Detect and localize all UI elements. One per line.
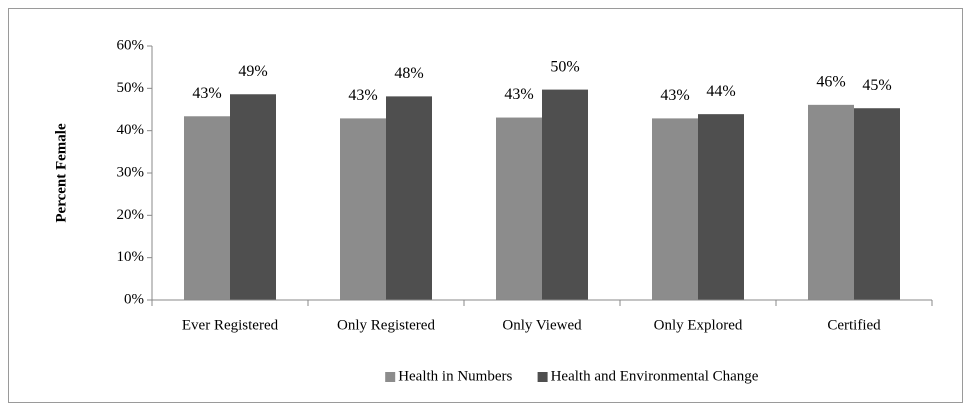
legend-label: Health and Environmental Change	[551, 368, 759, 384]
x-tick-label: Ever Registered	[182, 317, 279, 333]
bar	[808, 104, 854, 301]
data-label: 43%	[504, 86, 533, 103]
data-label: 45%	[862, 77, 891, 94]
data-label: 44%	[706, 83, 735, 100]
bar	[184, 116, 230, 300]
chart-frame	[8, 8, 963, 403]
data-label: 46%	[816, 74, 845, 91]
legend-swatch	[385, 372, 396, 382]
legend-swatch	[537, 372, 548, 382]
x-tick-label: Only Explored	[654, 317, 743, 333]
legend-label: Health in Numbers	[398, 368, 512, 384]
bar	[854, 108, 900, 300]
y-tick-label: 50%	[117, 80, 145, 96]
data-label: 43%	[348, 87, 377, 104]
bar	[230, 94, 276, 300]
y-tick-label: 30%	[117, 164, 145, 180]
data-label: 48%	[394, 65, 423, 82]
bar	[652, 118, 698, 300]
y-tick-label: 10%	[117, 249, 145, 265]
x-tick-label: Only Registered	[337, 317, 435, 333]
y-tick-label: 60%	[117, 37, 145, 53]
bar	[340, 118, 386, 300]
bar	[542, 89, 588, 300]
y-tick-label: 20%	[117, 207, 145, 223]
data-label: 43%	[660, 87, 689, 104]
data-label: 49%	[238, 63, 267, 80]
data-label: 50%	[550, 58, 579, 75]
data-label: 43%	[192, 85, 221, 102]
y-tick-label: 40%	[117, 122, 145, 138]
bar	[496, 117, 542, 300]
y-tick-label: 0%	[124, 291, 144, 307]
bar	[386, 96, 432, 300]
bar	[698, 114, 744, 300]
x-tick-label: Certified	[827, 317, 881, 333]
y-axis-label: Percent Female	[53, 123, 69, 223]
x-tick-label: Only Viewed	[502, 317, 582, 333]
